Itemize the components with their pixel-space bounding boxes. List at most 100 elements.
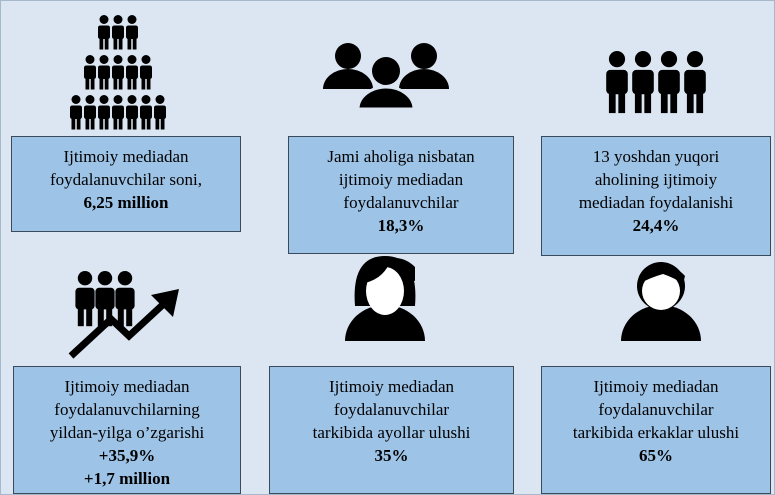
stat-card: 13 yoshdan yuqori aholining ijtimoiy media… (541, 136, 771, 256)
stat-label: Ijtimoiy mediadan (328, 377, 455, 396)
person-leg (146, 117, 151, 130)
person-leg (104, 77, 109, 90)
person-leg (634, 91, 642, 114)
stat-label: tarkibida erkaklar ulushi (572, 423, 740, 442)
stat-card: Ijtimoiy mediadan foydalanuvchilar tarkibi… (541, 366, 771, 494)
person-leg (117, 307, 124, 327)
person-head (97, 271, 113, 286)
person-head (155, 95, 165, 104)
person-body (684, 69, 706, 95)
person-leg (71, 117, 76, 130)
person-body (140, 105, 152, 119)
person-body (115, 287, 135, 310)
stat-card: Ijtimoiy mediadan foydalanuvchilarning yil… (13, 366, 241, 494)
stat-card: Ijtimoiy mediadan foydalanuvchilar soni, 6… (11, 136, 241, 232)
person-body (84, 65, 96, 79)
person-leg (85, 117, 90, 130)
person-body (126, 25, 138, 39)
person-head (113, 95, 123, 104)
person-leg (99, 37, 104, 50)
person-leg (670, 91, 678, 114)
stat-value: +1,7 million (83, 469, 171, 488)
people-pyramid (70, 15, 166, 130)
stat-card: Jami aholiga nisbatan ijtimoiy mediadan fo… (288, 136, 514, 254)
person-leg (99, 117, 104, 130)
person-body (98, 25, 110, 39)
person-head (85, 55, 95, 64)
person-leg (127, 117, 132, 130)
person-leg (644, 91, 652, 114)
stat-label: yildan-yilga o’zgarishi (49, 423, 205, 442)
person-body (126, 65, 138, 79)
stat-label: foydalanuvchilar soni, (49, 170, 202, 189)
person-body (84, 105, 96, 119)
stat-label: aholining ijtimoiy (594, 170, 718, 189)
person-leg (127, 77, 132, 90)
person-body (112, 25, 124, 39)
person-head (608, 51, 626, 68)
person-head (141, 95, 151, 104)
person-leg (113, 117, 118, 130)
stat-value: 6,25 million (83, 193, 169, 212)
person-head (634, 51, 652, 68)
person-body (112, 65, 124, 79)
stat-card: Ijtimoiy mediadan foydalanuvchilar tarkibi… (269, 366, 514, 494)
stat-label: foydalanuvchilar (343, 193, 459, 212)
person-leg (618, 91, 626, 114)
person-body (112, 105, 124, 119)
person-leg (146, 77, 151, 90)
person-leg (696, 91, 704, 114)
stat-value: 18,3% (377, 216, 425, 235)
person-leg (141, 117, 146, 130)
person-head (127, 55, 137, 64)
person-head (686, 51, 704, 68)
person-leg (608, 91, 616, 114)
person-leg (118, 77, 123, 90)
stat-label: foydalanuvchilar (333, 400, 450, 419)
person-body (154, 105, 166, 119)
stat-label: foydalanuvchilarning (54, 400, 200, 419)
person-head (117, 271, 133, 286)
person-leg (76, 117, 81, 130)
woman-bust (345, 256, 425, 341)
person-leg (99, 77, 104, 90)
three-people (75, 271, 135, 327)
stat-label: foydalanuvchilar (598, 400, 714, 419)
person-leg (106, 307, 113, 327)
person-leg (118, 37, 123, 50)
person-leg (97, 307, 104, 327)
man-bust (621, 262, 701, 341)
person-leg (132, 77, 137, 90)
person-body (140, 65, 152, 79)
stat-label: 13 yoshdan yuqori (592, 147, 720, 166)
person-body (658, 69, 680, 95)
person-head (99, 15, 109, 24)
person-leg (686, 91, 694, 114)
person-head (71, 95, 81, 104)
person-leg (126, 307, 133, 327)
person-head (113, 15, 123, 24)
person-body (126, 105, 138, 119)
person-body (75, 287, 95, 310)
four-people (606, 51, 706, 114)
person-body (632, 69, 654, 95)
person-leg (77, 307, 84, 327)
person-body (95, 287, 115, 310)
person-leg (113, 77, 118, 90)
person-body (98, 105, 110, 119)
person-body (70, 105, 82, 119)
stat-label: mediadan foydalanishi (578, 193, 734, 212)
person-leg (104, 117, 109, 130)
person-head (127, 95, 137, 104)
person-leg (90, 117, 95, 130)
person-leg (90, 77, 95, 90)
person-leg (660, 91, 668, 114)
person-head (141, 55, 151, 64)
person-head (127, 15, 137, 24)
person-leg (160, 117, 165, 130)
person-leg (141, 77, 146, 90)
stat-label: Ijtimoiy mediadan (63, 147, 189, 166)
person-head (660, 51, 678, 68)
